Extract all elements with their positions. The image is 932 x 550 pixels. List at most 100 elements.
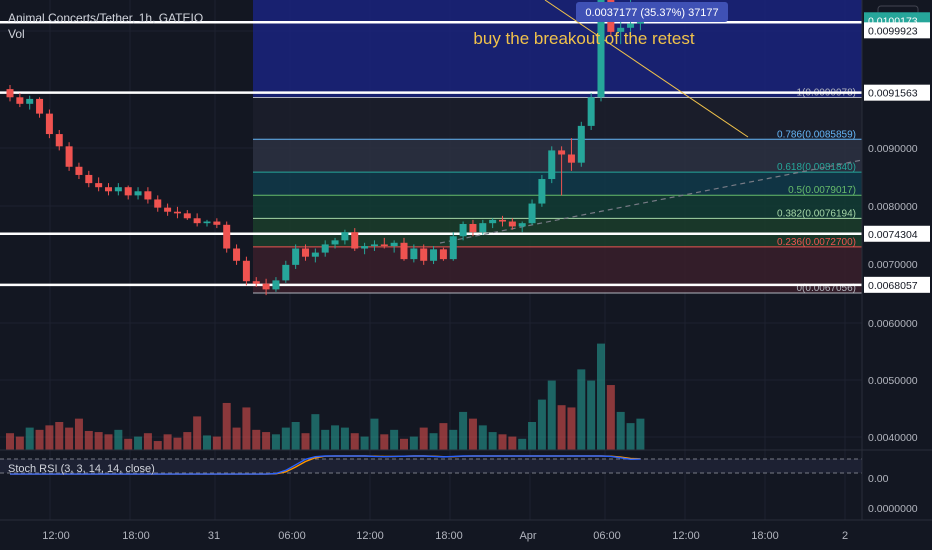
volume-bar xyxy=(193,416,202,450)
volume-bar xyxy=(567,407,576,450)
candle-body xyxy=(508,221,516,227)
volume-bar xyxy=(616,411,625,450)
candle-body xyxy=(105,187,112,192)
symbol-title[interactable]: Animal Concerts/Tether, 1h, GATEIO xyxy=(8,11,204,25)
time-tick: 12:00 xyxy=(42,530,70,542)
price-tick: 0.0060000 xyxy=(868,318,918,330)
candle-body xyxy=(321,244,329,253)
volume-bar xyxy=(606,385,615,450)
candle-body xyxy=(410,248,418,260)
volume-bar xyxy=(281,427,290,450)
fib-zone-1.618 xyxy=(253,0,862,98)
volume-bar xyxy=(321,429,330,450)
volume-bar xyxy=(528,422,537,450)
candle-body xyxy=(430,249,438,261)
candle-body xyxy=(173,211,181,214)
stoch-rsi-label: Stoch RSI (3, 3, 14, 14, close) xyxy=(8,463,155,475)
price-label-box xyxy=(864,22,930,39)
candle-body xyxy=(370,244,378,247)
candle-body xyxy=(26,98,34,104)
candle-body xyxy=(95,183,103,188)
candle-body xyxy=(114,187,122,192)
volume-bar xyxy=(104,434,113,450)
volume-bar xyxy=(340,427,349,450)
measure-tooltip: 0.0037177 (35.37%) 37177 xyxy=(585,7,718,19)
candle-body xyxy=(617,27,625,32)
price-tick: 0.0040000 xyxy=(868,432,918,444)
volume-bar xyxy=(429,433,438,450)
volume-bar xyxy=(242,407,251,450)
volume-bar xyxy=(597,343,605,450)
candle-body xyxy=(154,199,162,208)
candle-body xyxy=(361,246,369,249)
price-tick: 0.0080000 xyxy=(868,201,918,213)
volume-bar xyxy=(488,432,497,450)
candle-body xyxy=(272,280,280,290)
volume-bar xyxy=(547,380,556,450)
time-tick: 2 xyxy=(842,530,848,542)
fib-label-0.236: 0.236(0.0072700) xyxy=(777,237,856,248)
volume-bar xyxy=(232,427,241,450)
candle-body xyxy=(548,150,556,180)
price-label-box xyxy=(864,225,930,242)
candle-body xyxy=(55,134,63,147)
candle-body xyxy=(65,146,73,167)
volume-bar xyxy=(409,436,418,450)
time-tick: 18:00 xyxy=(435,530,463,542)
candle-body xyxy=(499,219,506,222)
candle-body xyxy=(233,248,241,261)
fib-zone-0.5 xyxy=(253,195,862,219)
volume-bar xyxy=(498,434,507,450)
candle-body xyxy=(567,154,575,163)
candle-body xyxy=(203,221,211,224)
volume-bar xyxy=(459,411,468,450)
candle-body xyxy=(85,174,93,184)
time-tick: 06:00 xyxy=(593,530,621,542)
time-tick: 18:00 xyxy=(122,530,150,542)
candle-body xyxy=(213,221,221,225)
volume-bar xyxy=(301,433,310,450)
candle-body xyxy=(223,224,231,249)
volume-bar xyxy=(360,436,369,450)
time-tick: 12:00 xyxy=(672,530,700,542)
annotation-text: buy the breakout of the retest xyxy=(473,29,694,48)
candle-body xyxy=(262,283,270,290)
volume-bar xyxy=(45,425,54,450)
volume-bar xyxy=(380,434,389,450)
candle-body xyxy=(528,203,536,224)
candle-body xyxy=(45,113,53,135)
fib-zone-0.618 xyxy=(253,172,862,196)
stoch-tick: 0.0000000 xyxy=(868,503,918,515)
volume-bar xyxy=(518,438,527,450)
volume-bar xyxy=(449,429,458,450)
candle-body xyxy=(479,223,487,233)
fib-label-0: 0(0.0067056) xyxy=(797,283,857,294)
candle-body xyxy=(242,260,250,282)
candle-body xyxy=(341,232,349,241)
volume-bar xyxy=(271,434,280,450)
volume-bar xyxy=(587,380,596,450)
fib-zone-0.786 xyxy=(253,139,862,173)
candle-body xyxy=(627,23,635,28)
stoch-tick: 0.00 xyxy=(868,473,889,485)
measure-tooltip-box xyxy=(576,2,728,22)
candle-body xyxy=(469,223,477,233)
volume-bar xyxy=(222,402,231,450)
legend: Animal Concerts/Tether, 1h, GATEIO Vol xyxy=(8,10,203,42)
volume-bar xyxy=(173,437,182,450)
candle-body xyxy=(587,97,595,126)
price-label: 0.0074304 xyxy=(868,229,918,241)
volume-label[interactable]: Vol xyxy=(8,27,25,41)
volume-bar xyxy=(143,433,152,450)
volume-bar xyxy=(84,430,93,450)
volume-bar xyxy=(94,432,103,450)
candle-body xyxy=(302,248,309,257)
price-label: 0.0068057 xyxy=(868,280,918,292)
stoch-k-line xyxy=(10,455,641,475)
fib-label-0.786: 0.786(0.0085859) xyxy=(777,129,856,140)
volume-bar xyxy=(400,438,408,450)
candle-body xyxy=(292,248,300,265)
volume-bar xyxy=(35,429,44,450)
volume-bar xyxy=(74,418,83,450)
